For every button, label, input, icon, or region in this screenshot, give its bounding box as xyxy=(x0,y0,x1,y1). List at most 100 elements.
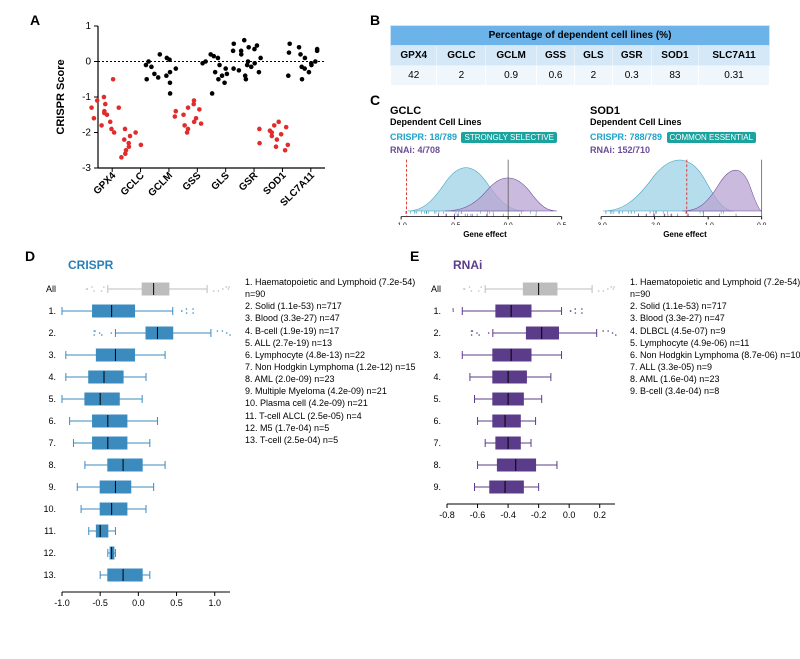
svg-text:-2: -2 xyxy=(82,128,91,139)
legend-line: 6. Non Hodgkin Lymphoma (8.7e-06) n=10 xyxy=(630,349,800,361)
svg-text:0.5: 0.5 xyxy=(557,222,566,225)
svg-text:0.5: 0.5 xyxy=(170,598,183,608)
svg-text:4.: 4. xyxy=(48,372,56,382)
legend-line: 9. Multiple Myeloma (4.2e-09) n=21 xyxy=(245,385,416,397)
tableB-col: GCLM xyxy=(486,46,537,66)
legend-line: 2. Solid (1.1e-53) n=717 xyxy=(630,300,800,312)
svg-text:11.: 11. xyxy=(44,526,56,536)
svg-text:-0.8: -0.8 xyxy=(439,510,455,520)
svg-text:-1.0: -1.0 xyxy=(703,222,715,225)
tableB-val: 0.9 xyxy=(486,66,537,86)
legend-line: 1. Haematopoietic and Lymphoid (7.2e-54) xyxy=(630,276,800,288)
tableB-col: GSR xyxy=(612,46,651,66)
tableB-col: SOD1 xyxy=(651,46,698,66)
svg-text:GPX4: GPX4 xyxy=(92,170,119,197)
svg-text:9.: 9. xyxy=(433,482,441,492)
label-A: A xyxy=(30,12,40,28)
panel-A-scatter: -3 -2 -1 0 1 CRISPR Score GPX4GCLCGCLM GSSGLSGS… xyxy=(50,18,330,223)
svg-text:1: 1 xyxy=(85,21,91,32)
legend-line: 7. ALL (3.3e-05) n=9 xyxy=(630,361,800,373)
boxpanel-legend: 1. Haematopoietic and Lymphoid (7.2e-54)… xyxy=(630,276,800,397)
tableB-title: Percentage of dependent cell lines (%) xyxy=(391,26,770,46)
label-B: B xyxy=(370,12,380,28)
svg-text:CRISPR Score: CRISPR Score xyxy=(55,59,67,134)
dens-rnai: RNAi: 152/710 xyxy=(590,145,780,155)
svg-text:GSR: GSR xyxy=(237,170,261,194)
legend-line: 5. Lymphocyte (4.9e-06) n=11 xyxy=(630,337,800,349)
svg-text:All: All xyxy=(431,284,441,294)
legend-line: n=90 xyxy=(630,288,800,300)
legend-line: 4. B-cell (1.9e-19) n=17 xyxy=(245,325,416,337)
panel-C-density: GCLC Dependent Cell Lines CRISPR: 18/789… xyxy=(390,105,790,235)
svg-text:8.: 8. xyxy=(433,460,441,470)
legend-line: n=90 xyxy=(245,288,416,300)
svg-text:5.: 5. xyxy=(433,394,441,404)
tableB-col: GSS xyxy=(536,46,574,66)
panel-D-crispr-box: CRISPRAll1.2.3.4.5.6.7.8.9.10.11.12.13.-… xyxy=(30,258,410,638)
svg-text:0.0: 0.0 xyxy=(504,222,513,225)
svg-text:GLS: GLS xyxy=(209,170,232,193)
svg-text:GCLC: GCLC xyxy=(119,170,147,198)
svg-text:0.0: 0.0 xyxy=(563,510,576,520)
svg-text:-3: -3 xyxy=(82,163,91,174)
legend-line: 2. Solid (1.1e-53) n=717 xyxy=(245,300,416,312)
boxpanel-title: CRISPR xyxy=(68,258,410,272)
svg-text:-1.0: -1.0 xyxy=(54,598,70,608)
dens-xlabel: Gene effect xyxy=(590,230,780,239)
tableB-val: 0.31 xyxy=(699,66,770,86)
svg-text:0: 0 xyxy=(85,57,91,68)
legend-line: 6. Lymphocyte (4.8e-13) n=22 xyxy=(245,349,416,361)
label-C: C xyxy=(370,92,380,108)
dens-gene: SOD1 xyxy=(590,105,780,117)
svg-text:6.: 6. xyxy=(433,416,441,426)
svg-text:7.: 7. xyxy=(433,438,441,448)
svg-text:-0.4: -0.4 xyxy=(500,510,516,520)
svg-text:4.: 4. xyxy=(433,372,441,382)
dens-badge: STRONGLY SELECTIVE xyxy=(461,132,557,143)
legend-line: 3. Blood (3.3e-27) n=47 xyxy=(245,312,416,324)
tableB-col: GCLC xyxy=(437,46,486,66)
legend-line: 11. T-cell ALCL (2.5e-05) n=4 xyxy=(245,410,416,422)
svg-text:2.: 2. xyxy=(48,328,56,338)
tableB-val: 83 xyxy=(651,66,698,86)
svg-text:3.: 3. xyxy=(433,350,441,360)
svg-text:GSS: GSS xyxy=(181,170,204,193)
boxpanel-title: RNAi xyxy=(453,258,795,272)
density-GCLC: GCLC Dependent Cell Lines CRISPR: 18/789… xyxy=(390,105,580,239)
svg-text:-1: -1 xyxy=(82,92,91,103)
svg-text:7.: 7. xyxy=(48,438,56,448)
dens-rnai: RNAi: 4/708 xyxy=(390,145,580,155)
figure-root: A B C D E -3-2-101CRISPR ScoreGPX4GCLCGC… xyxy=(10,10,800,659)
svg-text:10.: 10. xyxy=(43,504,56,514)
legend-line: 8. AML (2.0e-09) n=23 xyxy=(245,373,416,385)
svg-text:-2.0: -2.0 xyxy=(649,222,661,225)
svg-text:1.: 1. xyxy=(433,306,441,316)
legend-line: 12. M5 (1.7e-04) n=5 xyxy=(245,422,416,434)
tableB-val: 2 xyxy=(575,66,612,86)
svg-text:GCLM: GCLM xyxy=(146,170,175,199)
tableB-val: 2 xyxy=(437,66,486,86)
svg-text:-0.5: -0.5 xyxy=(449,222,461,225)
dens-gene: GCLC xyxy=(390,105,580,117)
svg-text:9.: 9. xyxy=(48,482,56,492)
tableB-col: GPX4 xyxy=(391,46,437,66)
svg-text:6.: 6. xyxy=(48,416,56,426)
legend-line: 8. AML (1.6e-04) n=23 xyxy=(630,373,800,385)
legend-line: 3. Blood (3.3e-27) n=47 xyxy=(630,312,800,324)
svg-text:13.: 13. xyxy=(43,570,56,580)
svg-text:-0.5: -0.5 xyxy=(92,598,108,608)
legend-line: 4. DLBCL (4.5e-07) n=9 xyxy=(630,325,800,337)
tableB-val: 0.6 xyxy=(536,66,574,86)
svg-text:-0.6: -0.6 xyxy=(470,510,486,520)
legend-line: 7. Non Hodgkin Lymphoma (1.2e-12) n=15 xyxy=(245,361,416,373)
tableB-col: SLC7A11 xyxy=(699,46,770,66)
dens-badge: COMMON ESSENTIAL xyxy=(667,132,757,143)
legend-line: 1. Haematopoietic and Lymphoid (7.2e-54) xyxy=(245,276,416,288)
svg-text:0.0: 0.0 xyxy=(132,598,145,608)
svg-text:1.: 1. xyxy=(48,306,56,316)
dens-crispr: CRISPR: 788/789 xyxy=(590,132,662,142)
tableB-col: GLS xyxy=(575,46,612,66)
svg-text:-3.0: -3.0 xyxy=(596,222,608,225)
dens-sub: Dependent Cell Lines xyxy=(590,117,780,127)
svg-text:3.: 3. xyxy=(48,350,56,360)
